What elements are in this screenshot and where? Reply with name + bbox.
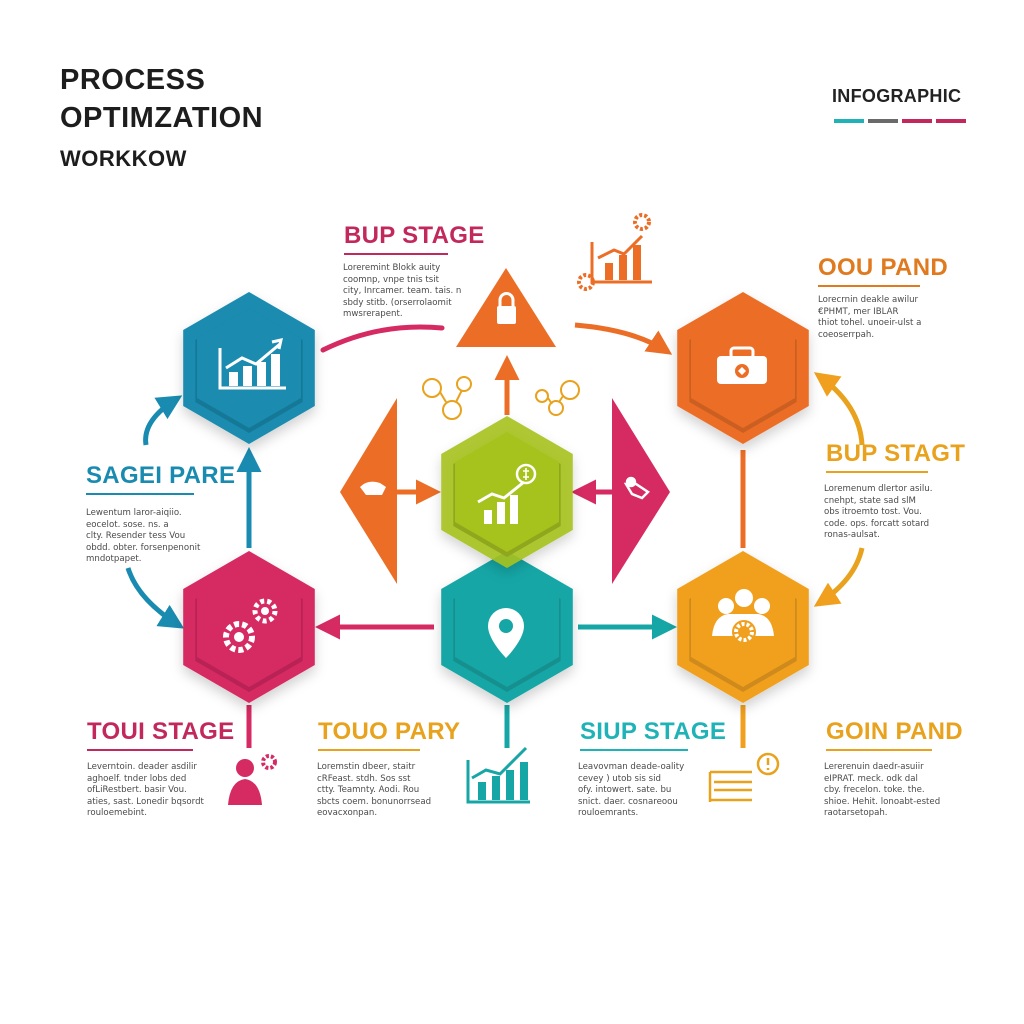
handshake-icon: [623, 476, 650, 500]
tag-bar-4: [936, 119, 966, 123]
growth-chart-icon: [477, 463, 537, 524]
stage-underline-bottom-3: [580, 749, 688, 751]
hex-growth-lime: [441, 416, 573, 568]
stage-title-bottom-3: SIUP STAGE: [580, 718, 727, 745]
stage-underline-bottom-2: [318, 749, 420, 751]
stage-description-bottom-1: Leverntoin. deader asdilir aghoelf. tnde…: [87, 762, 204, 818]
stage-description-right-top: Lorecrnin deakle awilur €PHMT, mer IBLAR…: [818, 295, 922, 340]
stage-title-right-top: OOU PAND: [818, 254, 948, 281]
document-chat-icon: [708, 752, 780, 802]
stage-title-bottom-2: TOUO PARY: [318, 718, 461, 745]
stage-title-bottom-4: GOIN PAND: [826, 718, 963, 745]
stage-title-bottom-1: TOUI STAGE: [87, 718, 235, 745]
trend-chart-icon: [466, 746, 530, 804]
stage-description-top: Loreremint Blokk auity coomnp, vnpe tnis…: [343, 263, 462, 319]
stage-underline-top: [344, 253, 448, 255]
tag-bar-3: [902, 119, 932, 123]
stage-description-bottom-2: Loremstin dbeer, staitr cRFeast. stdh. S…: [317, 762, 432, 818]
stage-description-left-mid: Lewentum laror-aiqiio. eocelot. sose. ns…: [86, 508, 201, 564]
team-gear-icon: [712, 589, 774, 644]
tag-bar-2: [868, 119, 898, 123]
stage-title-top: BUP STAGE: [344, 222, 485, 249]
stage-title-left-mid: SAGEI PARE: [86, 462, 236, 489]
location-pin-icon: [488, 608, 524, 658]
stage-description-right-mid: Loremenum dlertor asilu. cnehpt, state s…: [824, 484, 933, 540]
arc-left-down: [125, 567, 185, 629]
people-network-icon: [535, 380, 580, 416]
page-title-line-1: PROCESS: [60, 64, 206, 96]
triangles: [340, 268, 670, 584]
tag-bar-1: [834, 119, 864, 123]
stage-underline-bottom-4: [826, 749, 932, 751]
stage-underline-right-mid: [826, 471, 928, 473]
growth-gears-icon: [577, 213, 652, 291]
stage-description-bottom-4: Lererenuin daedr-asuiir eIPRAT. meck. od…: [824, 762, 941, 818]
arc-left-up: [143, 395, 183, 446]
stage-underline-bottom-1: [87, 749, 193, 751]
stage-description-bottom-3: Leavovman deade-oality cevey ) utob sis …: [578, 762, 685, 818]
bar-chart-icon: [218, 338, 286, 390]
page-title-line-2: OPTIMZATION: [60, 102, 264, 134]
stage-title-right-mid: BUP STAGT: [826, 440, 966, 467]
triangle-right-magenta: [612, 398, 670, 584]
arc-blue-to-triangle: [320, 324, 445, 353]
page-subtitle: WORKKOW: [60, 146, 187, 171]
money-network-icon: [422, 376, 472, 420]
gears-icon: [223, 598, 278, 653]
arc-triangle-to-orange: [574, 322, 673, 355]
arc-right-top: [813, 372, 865, 446]
infographic-tag: INFOGRAPHIC: [832, 86, 962, 106]
stage-underline-right-top: [818, 285, 920, 287]
hex-gears-magenta: [183, 551, 315, 703]
arc-right-bottom: [813, 547, 865, 607]
person-gear-icon: [228, 754, 277, 805]
hand-icon: [360, 481, 386, 495]
briefcase-icon: [717, 346, 767, 384]
stage-underline-left-mid: [86, 493, 194, 495]
lock-icon: [497, 292, 516, 324]
